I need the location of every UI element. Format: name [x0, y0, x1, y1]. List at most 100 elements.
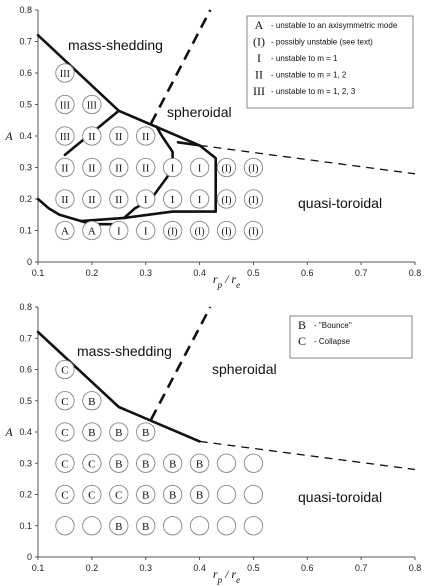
data-marker: B	[109, 422, 129, 442]
marker-label: C	[61, 427, 68, 439]
x-tick-label: 0.7	[355, 268, 368, 278]
x-tick-label: 0.2	[86, 563, 99, 573]
marker-circle	[55, 220, 75, 241]
data-marker	[82, 516, 102, 536]
marker-label: III	[87, 101, 97, 112]
marker-circle	[82, 94, 102, 115]
x-tick-label: 0.5	[247, 268, 260, 278]
region-label-quasi-toroidal: quasi-toroidal	[298, 489, 382, 505]
data-marker	[189, 516, 210, 536]
legend-box	[289, 315, 413, 359]
marker-label: III	[60, 132, 70, 143]
data-marker: I	[162, 189, 183, 209]
data-marker: B	[109, 453, 129, 473]
legend-symbol: C	[298, 334, 306, 348]
marker-label: III	[60, 69, 70, 80]
legend-text: - Collapse	[314, 337, 351, 346]
marker-circle	[136, 126, 156, 146]
x-tick-label: 0.6	[301, 268, 314, 278]
marker-circle	[162, 157, 183, 178]
marker-circle	[55, 126, 75, 146]
data-marker: A	[55, 220, 75, 241]
marker-label: B	[115, 458, 122, 470]
marker-circle	[82, 422, 102, 442]
marker-label: (I)	[195, 227, 205, 238]
marker-circle	[243, 484, 264, 505]
data-marker	[243, 453, 264, 473]
y-tick-label: 0.4	[19, 427, 32, 437]
marker-circle	[109, 516, 129, 536]
y-axis-label: A	[4, 129, 13, 143]
marker-circle	[216, 484, 237, 505]
x-tick-label: 0.5	[247, 563, 260, 573]
data-marker: II	[109, 189, 129, 209]
marker-label: (I)	[248, 227, 258, 238]
marker-circle	[216, 220, 237, 241]
data-marker: B	[136, 516, 156, 536]
y-tick-label: 0.3	[19, 163, 32, 173]
boundary-dashed-line	[149, 306, 212, 421]
region-label-mass-shedding: mass-shedding	[77, 343, 172, 359]
x-tick-label: 0.3	[139, 563, 152, 573]
marker-label: (I)	[222, 195, 232, 206]
data-marker: I	[189, 189, 210, 209]
data-marker: B	[189, 484, 210, 505]
marker-label: B	[196, 490, 203, 502]
legend-symbol: (I)	[253, 35, 265, 49]
data-marker: II	[136, 126, 156, 146]
marker-label: C	[61, 396, 68, 408]
data-marker: II	[82, 126, 102, 146]
marker-circle	[55, 359, 75, 380]
x-axis-label: rp / re	[213, 272, 240, 290]
marker-label: II	[88, 194, 96, 206]
marker-circle	[189, 189, 210, 209]
marker-label: I	[171, 194, 175, 206]
y-tick-label: 0.6	[19, 365, 32, 375]
legend-symbol: B	[298, 318, 306, 332]
legend-symbol: II	[255, 68, 263, 82]
marker-label: II	[61, 194, 69, 206]
y-tick-label: 0.7	[19, 333, 32, 343]
y-tick-label: 0.2	[19, 490, 32, 500]
marker-circle	[136, 516, 156, 536]
marker-circle	[162, 220, 183, 241]
data-marker	[216, 516, 237, 536]
y-tick-label: 0.5	[19, 396, 32, 406]
marker-circle	[109, 484, 129, 505]
marker-circle	[55, 157, 75, 178]
data-marker: I	[162, 157, 183, 178]
legend-text: - "Bounce"	[314, 321, 352, 330]
chart-panel-2: 00.10.20.30.40.50.60.70.80.1 0.2 0.3 0.4 0.5…	[4, 302, 421, 585]
legend: A - unstable to an axisymmetric mode (I) - …	[246, 15, 414, 109]
y-tick-label: 0	[27, 552, 32, 562]
data-marker: C	[55, 391, 75, 411]
legend-symbol: A	[255, 18, 264, 32]
marker-circle	[109, 126, 129, 146]
marker-label: (I)	[222, 227, 232, 238]
marker-label: I	[117, 226, 121, 238]
y-tick-label: 0.8	[19, 302, 32, 312]
marker-circle	[136, 453, 156, 473]
data-marker: III	[55, 63, 75, 83]
marker-circle	[136, 422, 156, 442]
data-marker: C	[82, 484, 102, 505]
x-tick-label: 0.3	[139, 268, 152, 278]
data-marker: B	[109, 516, 129, 536]
marker-label: II	[88, 163, 96, 175]
marker-circle	[162, 484, 183, 505]
marker-circle	[82, 220, 102, 241]
y-tick-label: 0.1	[19, 226, 32, 236]
data-marker: (I)	[243, 189, 264, 209]
x-tick-label: 0.6	[301, 563, 314, 573]
legend: B - "Bounce" C - Collapse	[289, 315, 413, 359]
data-marker: B	[162, 484, 183, 505]
data-marker: B	[136, 453, 156, 473]
y-tick-label: 0.8	[19, 5, 32, 15]
legend-text: - unstable to m = 1	[271, 54, 338, 63]
marker-circle	[109, 220, 129, 241]
marker-circle	[243, 157, 264, 178]
boundary-line	[36, 330, 201, 443]
legend-text: - possibly unstable (see text)	[271, 38, 373, 47]
data-marker: B	[82, 391, 102, 411]
marker-circle	[55, 484, 75, 505]
